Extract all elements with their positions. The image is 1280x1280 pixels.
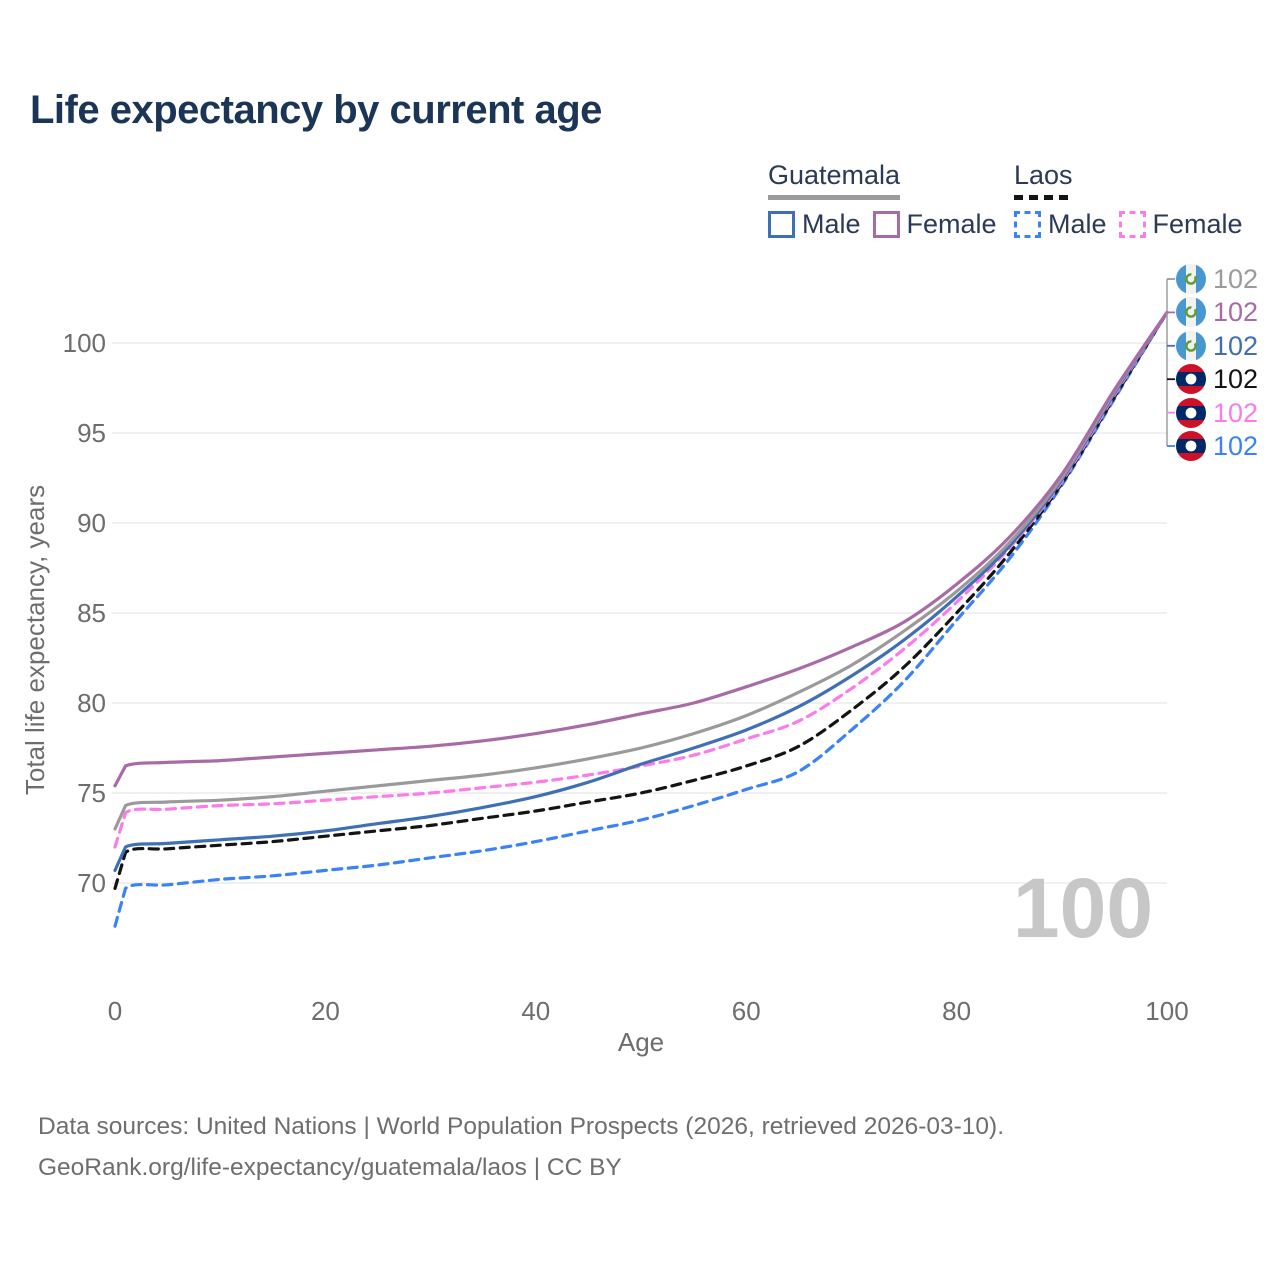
series-line-guatemala-female[interactable]: [113, 310, 1169, 788]
flag-guatemala-icon: [1176, 297, 1206, 328]
legend-group-label-laos[interactable]: Laos: [1014, 160, 1073, 190]
series-end-value: 102: [1213, 330, 1259, 361]
flag-guatemala-icon: [1176, 330, 1206, 361]
legend-group-label-guatemala[interactable]: Guatemala: [768, 160, 901, 190]
chart-title: Life expectancy by current age: [30, 88, 602, 132]
x-axis-label: Age: [618, 1027, 664, 1057]
legend-underline-dashed: [1014, 195, 1073, 200]
y-tick-label: 90: [77, 508, 106, 538]
legend-item-label: Male: [802, 209, 861, 239]
legend-group-laos: Laos Male Female: [1014, 160, 1243, 240]
end-label-guatemala-male: 102: [1176, 330, 1259, 361]
footer-link: GeoRank.org/life-expectancy/guatemala/la…: [38, 1154, 622, 1181]
y-tick-label: 85: [77, 598, 106, 628]
legend-swatch-guatemala-female: [872, 211, 900, 238]
legend-item-label: Female: [1152, 209, 1243, 239]
legend-item-label: Female: [906, 209, 997, 239]
x-tick-label: 60: [732, 996, 761, 1026]
y-tick-label: 70: [77, 868, 106, 898]
legend-item-guatemala-male[interactable]: Male: [768, 209, 861, 240]
series-end-value: 102: [1213, 364, 1259, 395]
footer-sources: Data sources: United Nations | World Pop…: [38, 1113, 1005, 1140]
legend-swatch-laos-female: [1118, 211, 1146, 238]
series-end-value: 102: [1213, 431, 1259, 461]
series-line-laos-total[interactable]: [113, 310, 1169, 890]
series-line-laos-male[interactable]: [113, 310, 1169, 928]
end-label-laos-female: 102: [1176, 397, 1259, 428]
legend-item-guatemala-female[interactable]: Female: [872, 209, 997, 240]
x-tick-label: 0: [108, 996, 122, 1026]
y-tick-label: 100: [63, 328, 106, 358]
footer: Data sources: United Nations | World Pop…: [38, 1106, 1004, 1188]
series-line-guatemala-male[interactable]: [113, 310, 1169, 872]
series-end-value: 102: [1213, 297, 1259, 328]
series-line-laos-female[interactable]: [113, 310, 1169, 849]
legend-group-guatemala: Guatemala Male Female: [768, 160, 997, 240]
y-tick-label: 75: [77, 778, 106, 808]
flag-laos-icon: [1176, 397, 1206, 428]
y-tick-label: 80: [77, 688, 106, 718]
x-tick-label: 100: [1145, 996, 1188, 1026]
end-label-guatemala-total: 102: [1176, 264, 1258, 294]
end-label-laos-male: 102: [1176, 431, 1258, 461]
end-label-guatemala-female: 102: [1176, 297, 1259, 328]
legend-item-laos-female[interactable]: Female: [1118, 209, 1243, 240]
y-tick-label: 95: [77, 418, 106, 448]
series-line-guatemala-total[interactable]: [113, 310, 1169, 831]
flag-guatemala-icon: [1176, 264, 1206, 294]
legend-swatch-laos-male: [1014, 211, 1041, 238]
legend-swatch-guatemala-male: [768, 211, 795, 238]
x-tick-label: 20: [311, 996, 340, 1026]
flag-laos-icon: [1176, 431, 1206, 461]
flag-laos-icon: [1176, 364, 1206, 395]
legend-underline-solid: [768, 195, 901, 200]
x-tick-label: 40: [521, 996, 550, 1026]
series-end-value: 102: [1213, 264, 1259, 294]
y-axis-label: Total life expectancy, years: [20, 485, 50, 795]
end-label-laos-total: 102: [1176, 364, 1259, 395]
age-watermark: 100: [1012, 861, 1154, 955]
x-tick-label: 80: [942, 996, 971, 1026]
line-chart: 70 75 80 85 90 95 100 0 20 40 60 80 100 Age Total life…: [20, 278, 1189, 1057]
legend-item-laos-male[interactable]: Male: [1014, 209, 1107, 240]
legend-item-label: Male: [1048, 209, 1107, 239]
series-end-value: 102: [1213, 397, 1259, 428]
